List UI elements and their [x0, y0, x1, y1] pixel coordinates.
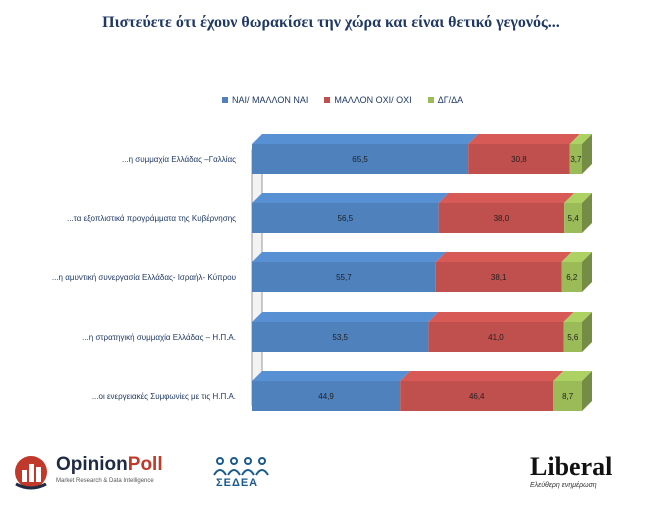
- bar-top-2-0: [252, 252, 446, 262]
- opinionpoll-logo: OpinionPoll Market Research & Data Intel…: [12, 452, 182, 492]
- data-label-4-0: 44,9: [318, 392, 334, 401]
- bar-top-4-2: [553, 371, 592, 381]
- bar-segment-0-0: [252, 144, 469, 174]
- bar-segment-1-2: [564, 203, 582, 233]
- category-label-2: ...η αμυντική συνεργασία Ελλάδας- Ισραήλ…: [52, 273, 236, 282]
- bar-top-1-2: [564, 193, 592, 203]
- data-label-0-2: 3,7: [570, 155, 582, 164]
- liberal-logo: Liberal Ελεύθερη ενημέρωση: [530, 452, 640, 492]
- category-label-0: ...η συμμαχία Ελλάδας –Γαλλίας: [122, 155, 236, 164]
- data-label-1-2: 5,4: [568, 214, 580, 223]
- legend-label-dk: ΔΓ/ΔΑ: [437, 95, 464, 105]
- bar-segment-4-1: [400, 381, 554, 411]
- data-label-3-2: 5,6: [567, 333, 579, 342]
- liberal-name: Liberal: [530, 452, 613, 481]
- data-label-3-1: 41,0: [488, 333, 504, 342]
- bar-top-0-2: [569, 134, 592, 144]
- bar-top-4-1: [400, 371, 564, 381]
- opinionpoll-name: OpinionPoll: [56, 454, 163, 476]
- data-label-4-2: 8,7: [562, 392, 574, 401]
- bar-segment-3-1: [428, 322, 564, 352]
- bar-side-2: [582, 252, 592, 292]
- bar-top-3-1: [428, 312, 574, 322]
- data-label-4-1: 46,4: [469, 392, 485, 401]
- legend-swatch-dk: [427, 97, 434, 103]
- bar-segment-3-0: [252, 322, 429, 352]
- category-label-3: ...η στρατηγική συμμαχία Ελλάδας – Η.Π.Α…: [82, 333, 236, 342]
- data-label-0-1: 30,8: [511, 155, 527, 164]
- bar-side-1: [582, 193, 592, 233]
- bar-segment-2-0: [252, 262, 436, 292]
- bar-side-3: [582, 312, 592, 352]
- legend-swatch-no: [324, 97, 331, 103]
- legend-label-yes: ΝΑΙ/ ΜΑΛΛΟΝ ΝΑΙ: [232, 95, 309, 105]
- data-label-1-1: 38,0: [494, 214, 510, 223]
- category-label-4: ...οι ενεργειακές Συμφωνίες με τις Η.Π.Α…: [92, 392, 236, 401]
- data-label-2-0: 55,7: [336, 273, 352, 282]
- data-label-2-1: 38,1: [491, 273, 507, 282]
- legend-swatch-yes: [222, 97, 228, 103]
- legend-item-yes: ΝΑΙ/ ΜΑΛΛΟΝ ΝΑΙ: [222, 95, 308, 105]
- sedea-logo: ΣΕΔΕΑ: [210, 455, 280, 490]
- opinionpoll-tagline: Market Research & Data Intelligence: [56, 478, 154, 484]
- bar-segment-0-2: [569, 144, 582, 174]
- legend: ΝΑΙ/ ΜΑΛΛΟΝ ΝΑΙ ΜΑΛΛΟΝ ΟΧΙ/ ΟΧΙ ΔΓ/ΔΑ: [222, 95, 463, 105]
- sedea-name: ΣΕΔΕΑ: [216, 477, 259, 489]
- legend-item-dk: ΔΓ/ΔΑ: [427, 95, 464, 105]
- stacked-bar-chart: 65,5 30,8 3,7 ...η συμμαχία Ελλάδας –Γαλλία…: [52, 134, 592, 411]
- category-label-1: ...τα εξοπλιστικά προγράμματα της Κυβέρν…: [67, 214, 236, 223]
- bar-top-1-0: [252, 193, 449, 203]
- bar-segment-2-2: [561, 262, 582, 292]
- bar-segment-1-1: [438, 203, 565, 233]
- bar-side-0: [582, 134, 592, 174]
- bar-segment-4-0: [252, 381, 401, 411]
- bar-top-1-1: [438, 193, 575, 203]
- bar-top-2-2: [561, 252, 592, 262]
- bar-segment-0-1: [468, 144, 570, 174]
- legend-item-no: ΜΑΛΛΟΝ ΟΧΙ/ ΟΧΙ: [324, 95, 412, 105]
- data-label-3-0: 53,5: [332, 333, 348, 342]
- opinionpoll-logo-icon: [15, 456, 47, 490]
- data-label-1-0: 56,5: [338, 214, 354, 223]
- bar-top-3-0: [252, 312, 439, 322]
- bar-top-2-1: [435, 252, 572, 262]
- bar-segment-3-2: [563, 322, 582, 352]
- legend-label-no: ΜΑΛΛΟΝ ΟΧΙ/ ΟΧΙ: [334, 95, 412, 105]
- liberal-tagline: Ελεύθερη ενημέρωση: [530, 482, 597, 489]
- data-label-0-0: 65,5: [352, 155, 368, 164]
- bar-side-4: [582, 371, 592, 411]
- data-label-2-2: 6,2: [566, 273, 578, 282]
- sedea-logo-icon: [213, 457, 269, 476]
- opinionpoll-name-b: Poll: [127, 454, 163, 475]
- bar-top-0-1: [468, 134, 580, 144]
- bar-top-4-0: [252, 371, 411, 381]
- bar-segment-2-1: [435, 262, 562, 292]
- bar-segment-1-0: [252, 203, 439, 233]
- bar-segment-4-2: [553, 381, 582, 411]
- chart-title: Πιστεύετε ότι έχουν θωρακίσει την χώρα κ…: [102, 14, 560, 31]
- opinionpoll-name-a: Opinion: [56, 454, 128, 475]
- bar-top-3-2: [563, 312, 592, 322]
- bar-top-0-0: [252, 134, 479, 144]
